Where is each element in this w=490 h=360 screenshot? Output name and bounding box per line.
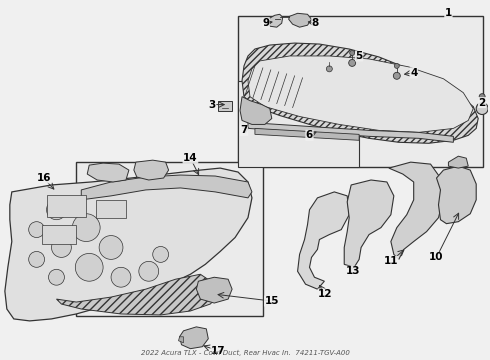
Bar [218, 100, 232, 111]
Polygon shape [248, 56, 473, 132]
Bar [238, 81, 359, 167]
Circle shape [99, 235, 123, 260]
Polygon shape [5, 168, 252, 321]
Circle shape [349, 59, 356, 66]
Text: 16: 16 [36, 173, 51, 183]
Polygon shape [240, 96, 272, 125]
Text: 10: 10 [429, 252, 444, 262]
Circle shape [49, 269, 64, 285]
Polygon shape [289, 13, 312, 27]
Polygon shape [437, 166, 476, 224]
Bar [96, 200, 126, 218]
Polygon shape [297, 192, 349, 289]
Bar [47, 195, 86, 217]
Text: 14: 14 [183, 153, 198, 163]
Circle shape [393, 72, 400, 79]
Circle shape [326, 66, 332, 72]
Text: 12: 12 [318, 289, 333, 299]
Text: 6: 6 [306, 130, 313, 140]
Circle shape [73, 214, 100, 242]
Bar [238, 16, 483, 167]
Polygon shape [56, 274, 220, 315]
Polygon shape [344, 180, 394, 267]
Circle shape [139, 261, 159, 281]
Circle shape [29, 222, 45, 238]
Text: 3: 3 [209, 100, 216, 109]
Polygon shape [178, 337, 183, 343]
Text: 13: 13 [346, 266, 361, 276]
Polygon shape [242, 43, 478, 143]
Text: 9: 9 [262, 18, 270, 28]
Polygon shape [248, 122, 453, 142]
Circle shape [479, 94, 485, 100]
Polygon shape [81, 175, 252, 200]
Circle shape [350, 50, 355, 55]
Circle shape [153, 247, 169, 262]
Circle shape [394, 63, 399, 68]
Polygon shape [196, 277, 232, 303]
Text: 2022 Acura TLX - Cowl Duct, Rear Hvac In.  74211-TGV-A00: 2022 Acura TLX - Cowl Duct, Rear Hvac In… [141, 350, 349, 356]
Polygon shape [255, 129, 359, 140]
Polygon shape [134, 160, 169, 180]
Polygon shape [389, 162, 443, 260]
Polygon shape [179, 327, 208, 349]
Circle shape [29, 251, 45, 267]
Text: 4: 4 [410, 68, 417, 78]
Text: 5: 5 [355, 51, 363, 61]
Bar [76, 162, 263, 316]
Text: 15: 15 [265, 296, 279, 306]
Circle shape [476, 103, 488, 114]
Bar [42, 225, 76, 244]
Circle shape [51, 238, 72, 257]
Polygon shape [87, 163, 129, 182]
Circle shape [111, 267, 131, 287]
Polygon shape [268, 14, 283, 27]
Text: 8: 8 [312, 18, 319, 28]
Text: 11: 11 [384, 256, 398, 266]
Text: 17: 17 [211, 346, 225, 356]
Text: 7: 7 [240, 125, 248, 135]
Text: 2: 2 [479, 98, 486, 108]
Text: 1: 1 [445, 8, 452, 18]
Polygon shape [448, 156, 468, 168]
Circle shape [75, 253, 103, 281]
Circle shape [47, 200, 66, 220]
